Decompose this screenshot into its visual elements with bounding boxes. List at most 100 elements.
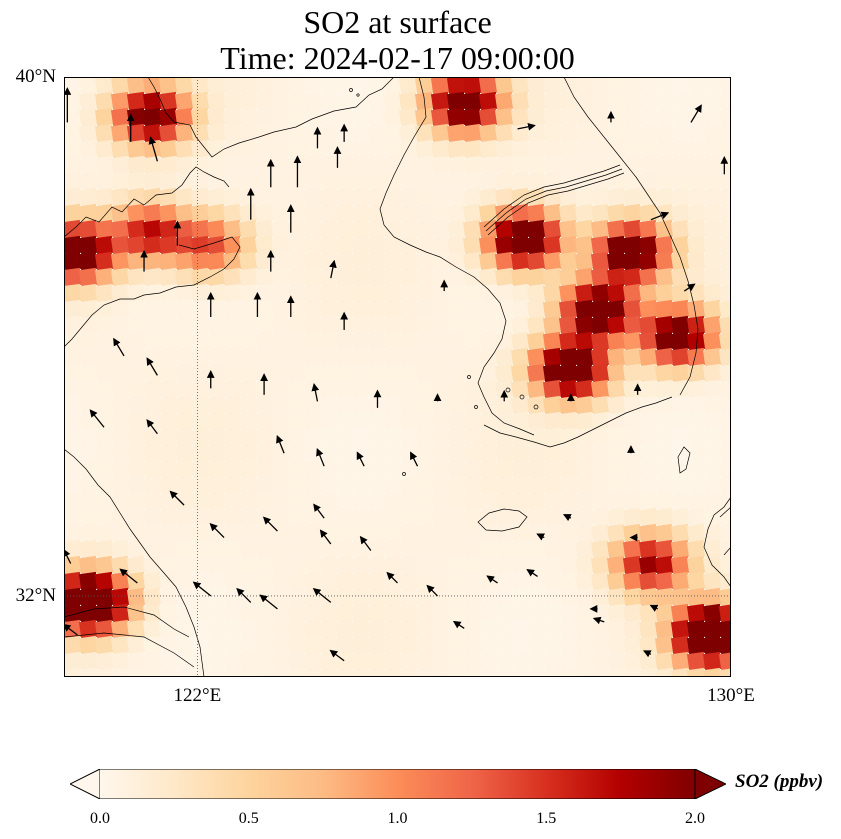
so2-cell	[718, 91, 731, 112]
so2-cell	[606, 139, 627, 160]
so2-cell	[606, 443, 627, 464]
so2-cell	[238, 667, 259, 677]
so2-cell	[462, 475, 483, 496]
so2-cell	[414, 619, 435, 640]
so2-cell	[686, 571, 707, 592]
so2-cell	[190, 331, 211, 352]
so2-cell	[206, 331, 227, 352]
so2-cell	[78, 347, 99, 368]
so2-cell	[286, 315, 307, 336]
so2-cell	[430, 283, 451, 304]
so2-cell	[318, 347, 339, 368]
so2-cell	[462, 187, 483, 208]
so2-cell	[654, 571, 675, 592]
so2-cell	[238, 635, 259, 656]
coastline-japan-honshu	[719, 506, 731, 556]
so2-cell	[558, 539, 579, 560]
so2-cell	[286, 635, 307, 656]
so2-cell	[494, 667, 515, 677]
so2-cell	[654, 77, 675, 96]
so2-cell	[174, 331, 195, 352]
so2-cell	[78, 571, 99, 592]
so2-cell	[542, 475, 563, 496]
so2-cell	[238, 299, 259, 320]
so2-cell	[446, 411, 467, 432]
so2-cell	[478, 555, 499, 576]
so2-cell	[398, 267, 419, 288]
so2-cell	[510, 347, 531, 368]
so2-cell	[238, 379, 259, 400]
so2-cell	[206, 267, 227, 288]
so2-cell	[622, 187, 643, 208]
so2-cell	[702, 139, 723, 160]
so2-cell	[606, 475, 627, 496]
so2-cell	[302, 539, 323, 560]
so2-cell	[190, 219, 211, 240]
coastline-kyushu	[703, 496, 731, 588]
so2-cell	[142, 395, 163, 416]
so2-cell	[414, 459, 435, 480]
so2-cell	[590, 267, 611, 288]
so2-cell	[382, 315, 403, 336]
wind-arrow	[192, 581, 212, 597]
so2-cell	[270, 331, 291, 352]
so2-cell	[542, 363, 563, 384]
so2-cell	[382, 555, 403, 576]
so2-cell	[574, 77, 595, 96]
so2-cell	[222, 203, 243, 224]
so2-cell	[462, 507, 483, 528]
so2-cell	[478, 299, 499, 320]
so2-cell	[126, 187, 147, 208]
so2-cell	[190, 459, 211, 480]
wind-arrow	[517, 122, 536, 131]
so2-cell	[398, 203, 419, 224]
so2-cell	[622, 347, 643, 368]
so2-cell	[574, 379, 595, 400]
so2-cell	[478, 411, 499, 432]
so2-cell	[542, 507, 563, 528]
so2-cell	[206, 123, 227, 144]
so2-cell	[142, 603, 163, 624]
so2-cell	[430, 203, 451, 224]
so2-cell	[286, 139, 307, 160]
so2-cell	[190, 555, 211, 576]
so2-cell	[366, 603, 387, 624]
so2-cell	[446, 603, 467, 624]
so2-cell	[638, 491, 659, 512]
so2-cell	[254, 491, 275, 512]
so2-cell	[590, 427, 611, 448]
so2-cell	[382, 187, 403, 208]
so2-cell	[606, 315, 627, 336]
so2-cell	[334, 331, 355, 352]
so2-cell	[430, 491, 451, 512]
so2-cell	[542, 123, 563, 144]
so2-cell	[606, 491, 627, 512]
so2-cell	[510, 571, 531, 592]
so2-cell	[638, 475, 659, 496]
so2-cell	[350, 395, 371, 416]
so2-cell	[302, 251, 323, 272]
so2-cell	[558, 363, 579, 384]
so2-cell	[238, 427, 259, 448]
so2-cell	[606, 171, 627, 192]
so2-cell	[350, 139, 371, 160]
so2-cell	[238, 91, 259, 112]
wind-arrow	[312, 587, 332, 603]
so2-cell	[606, 395, 627, 416]
so2-cell	[174, 443, 195, 464]
so2-cell	[702, 91, 723, 112]
so2-cell	[334, 235, 355, 256]
so2-cell	[366, 91, 387, 112]
so2-cell	[686, 635, 707, 656]
so2-cell	[686, 667, 707, 677]
so2-cell	[158, 411, 179, 432]
so2-cell	[206, 315, 227, 336]
so2-cell	[574, 587, 595, 608]
so2-cell	[718, 347, 731, 368]
so2-cell	[702, 459, 723, 480]
so2-cell	[270, 315, 291, 336]
so2-cell	[510, 331, 531, 352]
so2-cell	[462, 123, 483, 144]
so2-cell	[718, 459, 731, 480]
so2-cell	[318, 475, 339, 496]
